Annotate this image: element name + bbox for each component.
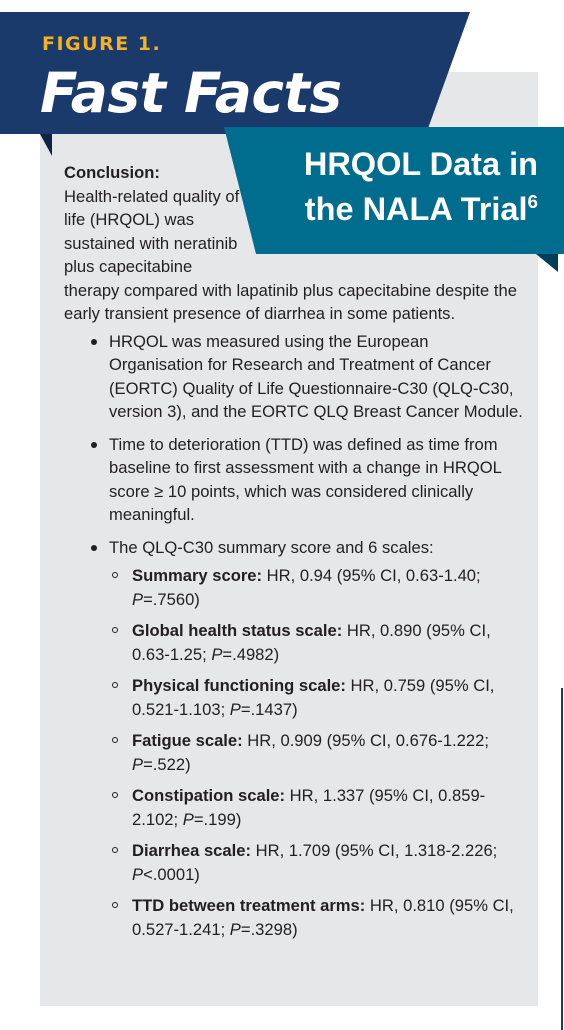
conclusion-paragraph: Conclusion: Health-related quality of li… [64, 161, 524, 326]
p-symbol: P [132, 589, 144, 609]
scale-item: TTD between treatment arms: HR, 0.810 (9… [112, 894, 524, 941]
scale-term: Fatigue scale: [132, 731, 243, 750]
conclusion-text: Health-related quality of life (HRQOL) w… [64, 186, 517, 324]
subtitle: HRQOL Data in the NALA Trial6 [238, 142, 538, 232]
p-value: =.3298) [240, 919, 298, 939]
scale-result: HR, 0.810 (95% CI, 0.527-1.241; [132, 896, 514, 939]
bullet-list: HRQOL was measured using the European Or… [64, 330, 524, 942]
bullet-item: HRQOL was measured using the European Or… [91, 330, 524, 424]
scale-term: TTD between treatment arms: [132, 896, 366, 915]
scale-term: Diarrhea scale: [132, 841, 251, 860]
side-rule-divider [561, 688, 563, 1030]
p-value: =.1437) [240, 699, 298, 719]
scale-result: HR, 0.759 (95% CI, 0.521-1.103; [132, 676, 495, 719]
bullet-item: The QLQ-C30 summary score and 6 scales: … [91, 536, 524, 942]
banner-spacer [244, 161, 524, 276]
conclusion-label: Conclusion: [64, 163, 160, 182]
header-banner [0, 12, 470, 134]
p-symbol: P [182, 809, 194, 829]
scale-result: HR, 0.890 (95% CI, 0.63-1.25; [132, 621, 491, 664]
p-value: =.7560) [143, 589, 200, 609]
p-value: =.199) [193, 809, 242, 829]
scale-list: Summary score: HR, 0.94 (95% CI, 0.63-1.… [109, 564, 524, 941]
scale-item: Fatigue scale: HR, 0.909 (95% CI, 0.676-… [112, 729, 524, 776]
p-value: =.4982) [222, 644, 280, 664]
article-body: Conclusion: Health-related quality of li… [64, 161, 524, 950]
p-symbol: P [211, 644, 223, 664]
scale-item: Diarrhea scale: HR, 1.709 (95% CI, 1.318… [112, 839, 524, 886]
scale-result: HR, 1.337 (95% CI, 0.859-2.102; [132, 786, 486, 829]
bullet-text: Time to deterioration (TTD) was defined … [109, 434, 502, 525]
banner-fold-left [40, 134, 52, 156]
scale-item: Constipation scale: HR, 1.337 (95% CI, 0… [112, 784, 524, 831]
scale-result: HR, 1.709 (95% CI, 1.318-2.226; [251, 841, 498, 860]
scale-term: Constipation scale: [132, 786, 286, 805]
p-value: =.522) [143, 754, 191, 774]
bullet-text: HRQOL was measured using the European Or… [109, 331, 523, 422]
page-title: Fast Facts [40, 61, 342, 125]
subtitle-line-2: the NALA Trial [304, 191, 528, 227]
subtitle-banner [224, 127, 564, 254]
scale-result: HR, 0.94 (95% CI, 0.63-1.40; [262, 566, 481, 585]
figure-label: FIGURE 1. [42, 33, 162, 55]
scale-result: HR, 0.909 (95% CI, 0.676-1.222; [242, 731, 489, 750]
p-symbol: P [132, 864, 144, 884]
bullet-item: Time to deterioration (TTD) was defined … [91, 433, 524, 527]
bullet-text: The QLQ-C30 summary score and 6 scales: [109, 537, 434, 557]
p-value: <.0001) [143, 864, 200, 884]
scale-term: Physical functioning scale: [132, 676, 346, 695]
p-symbol: P [229, 919, 241, 939]
subtitle-reference: 6 [527, 191, 538, 213]
scale-item: Global health status scale: HR, 0.890 (9… [112, 619, 524, 666]
scale-item: Summary score: HR, 0.94 (95% CI, 0.63-1.… [112, 564, 524, 611]
scale-item: Physical functioning scale: HR, 0.759 (9… [112, 674, 524, 721]
p-symbol: P [132, 754, 144, 774]
p-symbol: P [229, 699, 241, 719]
scale-term: Global health status scale: [132, 621, 343, 640]
subtitle-line-1: HRQOL Data in [303, 146, 538, 182]
banner-fold-right [536, 254, 558, 272]
scale-term: Summary score: [132, 566, 263, 585]
